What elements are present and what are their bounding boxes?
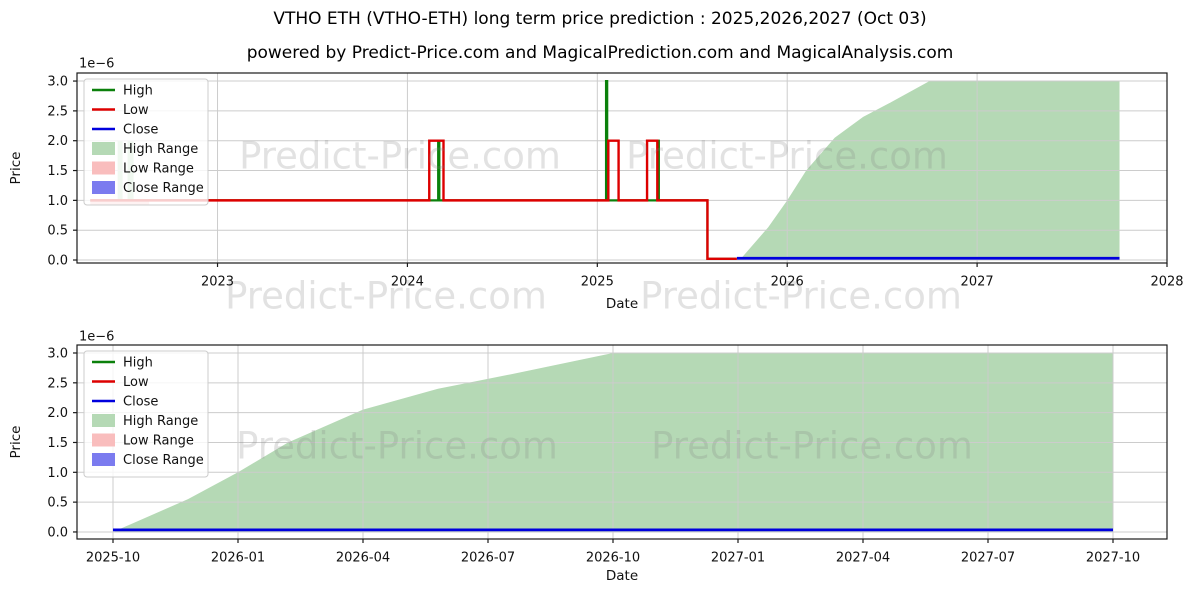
y-axis-label: Price (8, 426, 24, 459)
y-tick-label: 1.0 (47, 466, 68, 481)
watermark-text: Predict-Price.com (225, 275, 547, 318)
x-axis-label: Date (606, 568, 638, 584)
y-tick-label: 0.0 (47, 525, 68, 540)
watermark-text: Predict-Price.com (236, 425, 558, 468)
y-tick-label: 2.5 (47, 104, 68, 119)
legend-label-close: Close (123, 123, 158, 138)
y-tick-label: 1.0 (47, 194, 68, 209)
legend-label-high: High (123, 84, 153, 99)
x-tick-label: 2027-07 (961, 551, 1015, 566)
legend-label-low-range: Low Range (123, 434, 194, 449)
legend-label-low: Low (123, 375, 149, 390)
watermark-text: Predict-Price.com (640, 275, 962, 318)
x-axis-label: Date (606, 296, 638, 312)
x-tick-label: 2023 (201, 275, 234, 290)
y-tick-label: 3.0 (47, 75, 68, 90)
plot-frame (76, 72, 1168, 264)
y-tick-label: 2.0 (47, 134, 68, 149)
watermark-text: Predict-Price.com (239, 135, 561, 178)
x-tick-label: 2028 (1150, 275, 1183, 290)
x-tick-label: 2026-04 (336, 551, 390, 566)
y-axis-offset-label: 1e−6 (79, 330, 114, 345)
x-tick-label: 2027-04 (836, 551, 890, 566)
watermark-text: Predict-Price.com (651, 425, 973, 468)
watermark-text: Predict-Price.com (626, 135, 948, 178)
chart-subtitle: powered by Predict-Price.com and Magical… (246, 43, 954, 63)
x-tick-label: 2027-01 (711, 551, 765, 566)
legend-swatch-low-range (92, 161, 115, 175)
y-axis-label: Price (8, 152, 24, 185)
legend-swatch-close-range (92, 181, 115, 194)
legend-swatch-high-range (92, 142, 115, 155)
legend-swatch-close-range (92, 453, 115, 466)
legend-label-low: Low (123, 103, 149, 118)
y-axis-offset-label: 1e−6 (79, 57, 114, 72)
y-tick-label: 2.5 (47, 376, 68, 391)
legend-swatch-high-range (92, 414, 115, 427)
x-tick-label: 2026-10 (586, 551, 640, 566)
y-tick-label: 0.5 (47, 224, 68, 239)
y-tick-label: 1.5 (47, 164, 68, 179)
legend-label-close-range: Close Range (123, 181, 204, 196)
legend-label-high: High (123, 356, 153, 371)
y-tick-label: 3.0 (47, 346, 68, 361)
y-tick-label: 0.0 (47, 254, 68, 269)
x-tick-label: 2027 (961, 275, 994, 290)
legend-label-low-range: Low Range (123, 162, 194, 177)
y-tick-label: 1.5 (47, 436, 68, 451)
chart-title: VTHO ETH (VTHO-ETH) long term price pred… (273, 9, 927, 29)
legend-label-high-range: High Range (123, 414, 198, 429)
x-tick-label: 2026-01 (211, 551, 265, 566)
x-tick-label: 2025 (581, 275, 614, 290)
x-tick-label: 2026 (771, 275, 804, 290)
legend-label-close-range: Close Range (123, 453, 204, 468)
legend-swatch-low-range (92, 433, 115, 447)
x-tick-label: 2027-10 (1086, 551, 1140, 566)
x-tick-label: 2024 (391, 275, 424, 290)
y-tick-label: 0.5 (47, 496, 68, 511)
line-low (90, 139, 737, 261)
x-tick-label: 2025-10 (86, 551, 140, 566)
y-tick-label: 2.0 (47, 406, 68, 421)
legend-label-high-range: High Range (123, 142, 198, 157)
x-tick-label: 2026-07 (461, 551, 515, 566)
legend-label-close: Close (123, 395, 158, 410)
